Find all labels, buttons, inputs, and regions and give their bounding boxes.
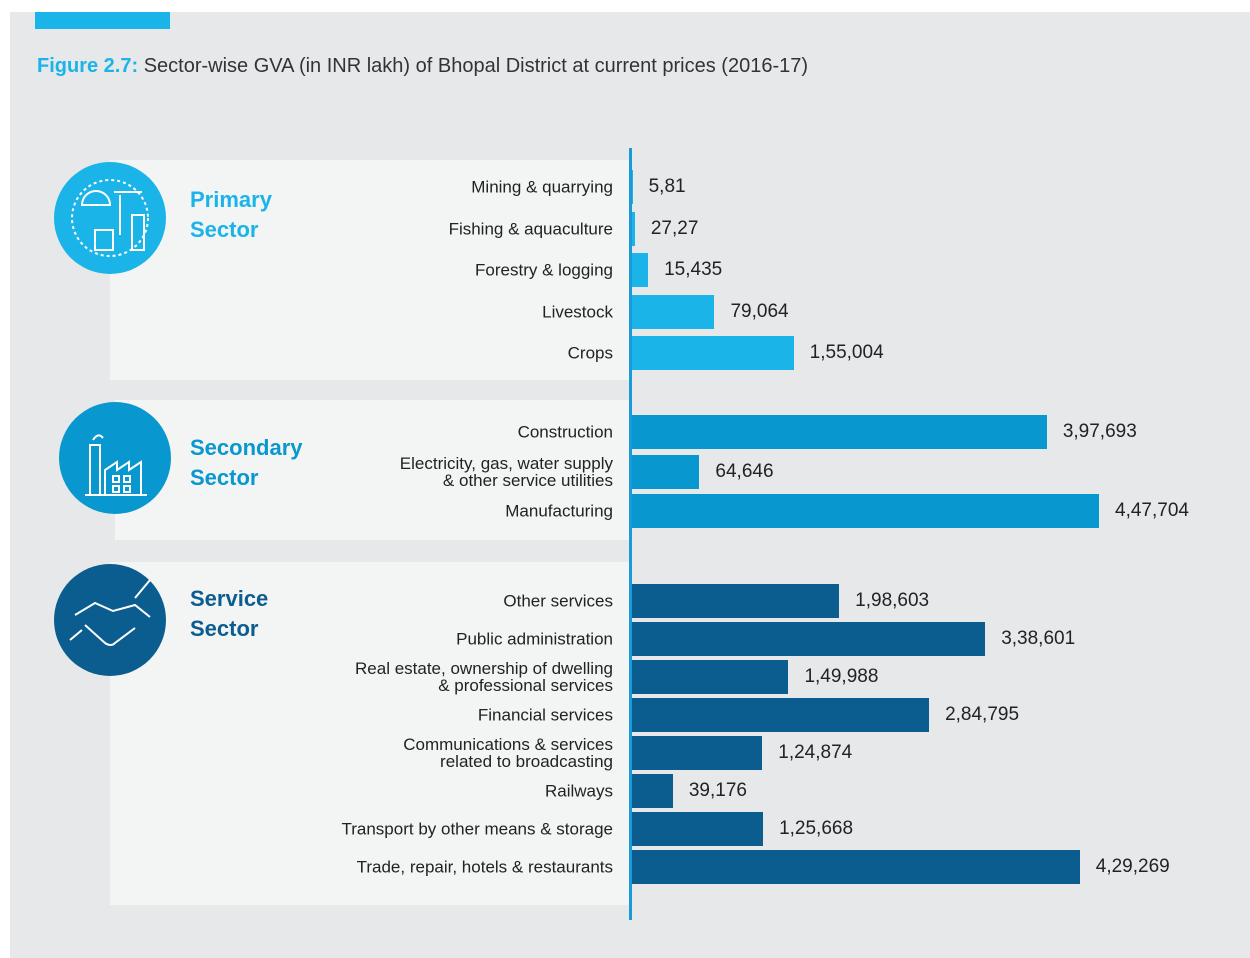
category-label: Real estate, ownership of dwelling & pro… (355, 659, 613, 695)
bar (632, 584, 840, 618)
category-label: Livestock (542, 302, 613, 321)
category-label: Manufacturing (505, 501, 613, 521)
bar (632, 660, 789, 694)
bar (632, 850, 1080, 884)
bar (632, 454, 700, 489)
category-label: Construction (517, 422, 613, 442)
value-label: 1,55,004 (809, 342, 884, 363)
value-label: 64,646 (715, 460, 774, 482)
bar (632, 294, 715, 329)
value-label: 1,25,668 (779, 818, 854, 839)
category-label: Financial services (477, 705, 613, 725)
value-label: 39,176 (688, 780, 747, 801)
category-label: Electricity, gas, water supply & other s… (399, 453, 613, 490)
category-label: Transport by other means & storage (341, 819, 613, 839)
secondary-icon (59, 402, 171, 514)
value-label: 79,064 (730, 300, 789, 322)
accent-bar (35, 12, 170, 29)
bar (632, 812, 764, 846)
bar (632, 622, 986, 656)
sector-name: Service Sector (190, 586, 269, 641)
category-label: Mining & quarrying (471, 177, 613, 197)
bar (632, 170, 633, 204)
bar (632, 211, 635, 246)
value-label: 15,435 (664, 259, 723, 280)
category-label: Other services (503, 591, 613, 611)
category-label: Crops (567, 343, 613, 363)
service-icon (54, 564, 166, 676)
bar (632, 336, 794, 370)
category-label: Fishing & aquaculture (448, 219, 613, 238)
value-label: 2,84,795 (945, 704, 1020, 725)
bar (632, 774, 673, 808)
bar (632, 494, 1099, 528)
chart-title: Sector-wise GVA (in INR lakh) of Bhopal … (143, 55, 809, 77)
category-label: Trade, repair, hotels & restaurants (356, 857, 613, 877)
title-row: Figure 2.7: Sector-wise GVA (in INR lakh… (37, 55, 808, 78)
sector-name: Secondary Sector (190, 435, 303, 490)
title-prefix: Figure 2.7: (37, 55, 139, 77)
value-label: 4,47,704 (1115, 500, 1189, 521)
bar (632, 253, 649, 287)
value-label: 27,27 (650, 217, 699, 239)
bar (632, 415, 1047, 449)
panel (110, 562, 630, 905)
value-label: 5,81 (648, 176, 686, 197)
bar (632, 698, 930, 732)
category-label: Forestry & logging (475, 260, 613, 280)
category-label: Communications & services related to bro… (403, 735, 613, 771)
panel (115, 400, 630, 540)
panel (110, 160, 630, 380)
value-label: 1,98,603 (855, 590, 930, 611)
value-label: 4,29,269 (1095, 856, 1170, 877)
axis-line (629, 148, 632, 920)
value-label: 3,38,601 (1001, 628, 1076, 649)
primary-icon (54, 162, 166, 274)
category-label: Railways (544, 781, 613, 801)
bar (632, 736, 763, 770)
category-label: Public administration (456, 629, 613, 649)
value-label: 3,97,693 (1062, 421, 1137, 442)
value-label: 1,24,874 (778, 742, 853, 763)
value-label: 1,49,988 (804, 666, 879, 687)
sector-name: Primary Sector (190, 187, 272, 242)
